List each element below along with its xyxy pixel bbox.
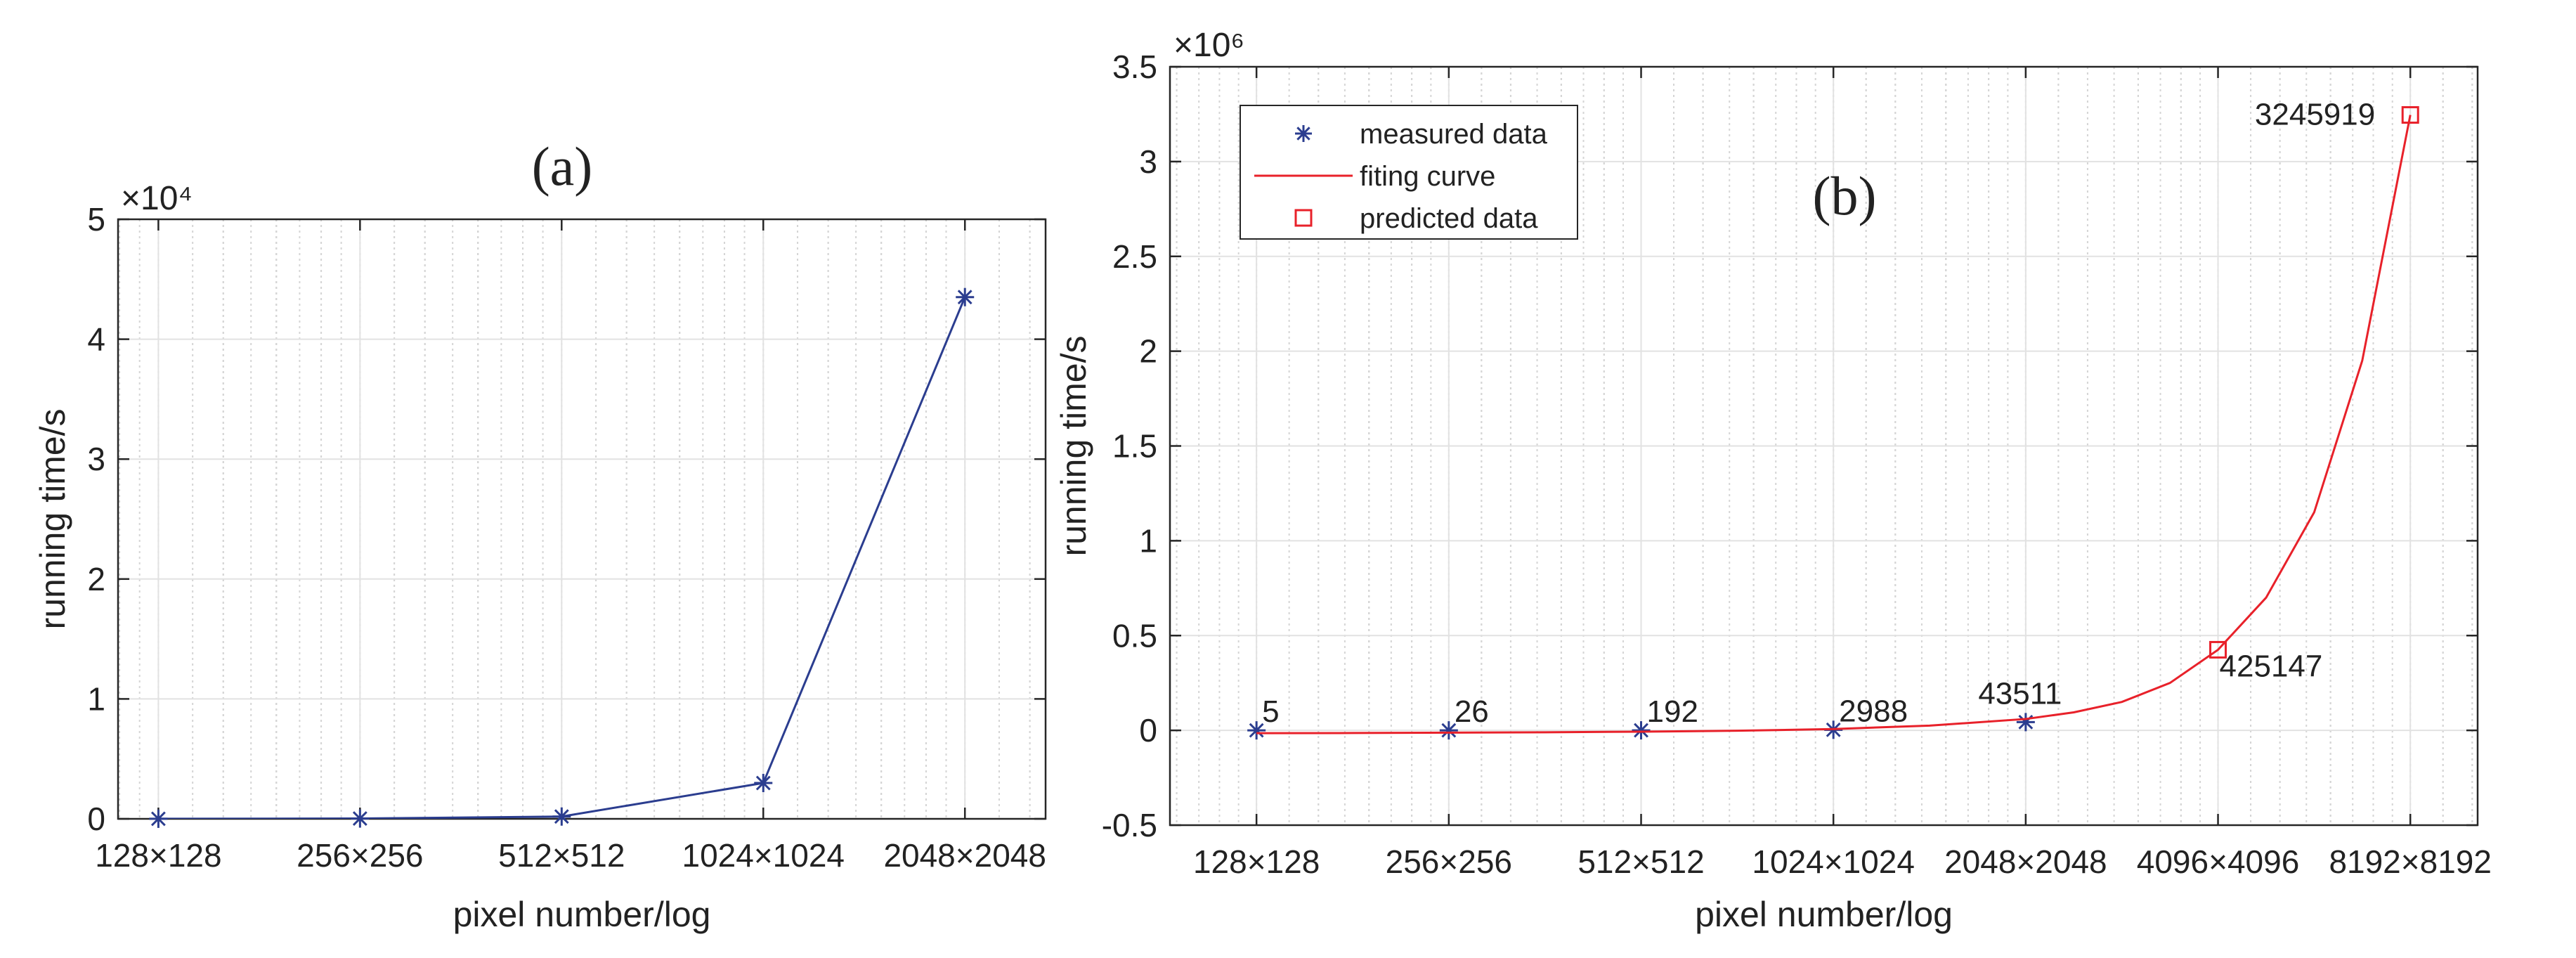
x-tick-label: 128×128	[95, 837, 221, 874]
series-0	[149, 287, 975, 828]
series-2: 425147 3245919	[2209, 98, 2419, 683]
x-axis-label: pixel number/log	[453, 895, 711, 934]
x-tick-label: 2048×2048	[883, 837, 1046, 874]
y-tick-label: 3.5	[1112, 48, 1157, 85]
point-label: 26	[1455, 694, 1489, 729]
marker-stroke	[1634, 723, 1648, 738]
asterisk-marker	[2016, 713, 2035, 732]
series-line	[1256, 115, 2412, 734]
x-tick-label: 1024×1024	[682, 837, 845, 874]
point-label: 425147	[2220, 649, 2323, 683]
y-tick-label: 1.5	[1112, 428, 1157, 465]
series-0: 5 26 192 2988 43511	[1247, 676, 2062, 740]
marker-stroke	[554, 809, 569, 824]
y-tick-label: 1	[87, 680, 105, 717]
y-axis-label: running time/s	[33, 408, 72, 629]
y-tick-label: 2	[87, 561, 105, 597]
x-tick-label: 1024×1024	[1752, 843, 1915, 880]
y-tick-label: 0.5	[1112, 617, 1157, 654]
marker-stroke	[957, 290, 972, 305]
x-tick-label: 256×256	[297, 837, 423, 874]
x-tick-label: 2048×2048	[1944, 843, 2107, 880]
chart-title: (b)	[1813, 165, 1877, 226]
legend-entry: measured data	[1360, 119, 1548, 150]
asterisk-marker	[956, 287, 975, 306]
asterisk-marker	[149, 809, 168, 828]
x-tick-label: 128×128	[1193, 843, 1320, 880]
y-tick-label: 2.5	[1112, 238, 1157, 275]
marker-stroke	[1441, 723, 1457, 738]
y-tick-label: -0.5	[1102, 807, 1157, 843]
asterisk-marker	[1632, 721, 1651, 740]
marker-stroke	[1249, 723, 1264, 738]
chart-title: (a)	[532, 136, 593, 197]
legend-entry: predicted data	[1360, 203, 1538, 234]
plot-area	[118, 219, 1046, 819]
x-tick-label: 512×512	[498, 837, 625, 874]
x-tick-label: 256×256	[1386, 843, 1512, 880]
asterisk-marker	[754, 774, 773, 793]
series-1	[1256, 115, 2412, 734]
square-marker	[2209, 640, 2227, 659]
asterisk-marker	[552, 807, 571, 826]
x-axis-label: pixel number/log	[1695, 895, 1953, 934]
chart-a: 0 1 2 3 4 5 128×128 256×256 512×512 1024×1024 2048…	[33, 136, 1047, 934]
marker-stroke	[150, 811, 166, 827]
asterisk-marker	[1247, 721, 1266, 740]
point-label: 3245919	[2255, 98, 2375, 132]
x-tick-label: 8192×8192	[2329, 843, 2492, 880]
marker-stroke	[352, 811, 367, 826]
y-axis-label: running time/s	[1054, 335, 1093, 556]
point-label: 2988	[1839, 694, 1908, 728]
y-tick-label: 2	[1139, 333, 1157, 370]
legend-square-marker	[1294, 209, 1313, 227]
marker-stroke	[755, 775, 771, 791]
asterisk-marker	[351, 809, 370, 828]
y-exponent-label: ×10⁶	[1173, 27, 1244, 64]
y-tick-label: 1	[1139, 522, 1157, 559]
y-tick-label: 3	[1139, 143, 1157, 180]
x-tick-label: 512×512	[1578, 843, 1704, 880]
point-label: 192	[1647, 694, 1698, 729]
y-tick-label: 5	[87, 201, 105, 238]
asterisk-marker	[1439, 721, 1458, 740]
ticks	[1170, 65, 2478, 827]
legend-entry: fiting curve	[1360, 161, 1495, 192]
y-tick-label: 0	[1139, 712, 1157, 749]
square-marker	[2401, 106, 2419, 124]
chart-b: -0.5 0 0.5 1 1.5 2 2.5 3 3.5 128×128 256×256 512×51…	[1054, 27, 2492, 934]
marker-stroke	[1296, 127, 1310, 141]
axes-box	[117, 218, 1047, 820]
legend: measured data fiting curve predicted data	[1240, 105, 1578, 240]
y-tick-label: 4	[87, 321, 105, 358]
ticks	[118, 218, 1046, 820]
point-label: 5	[1262, 694, 1279, 729]
y-tick-label: 0	[87, 801, 105, 837]
point-label: 43511	[1978, 676, 2062, 711]
legend-asterisk-marker	[1295, 125, 1312, 142]
x-tick-label: 4096×4096	[2137, 843, 2300, 880]
y-tick-label: 3	[87, 441, 105, 477]
y-exponent-label: ×10⁴	[121, 180, 193, 217]
